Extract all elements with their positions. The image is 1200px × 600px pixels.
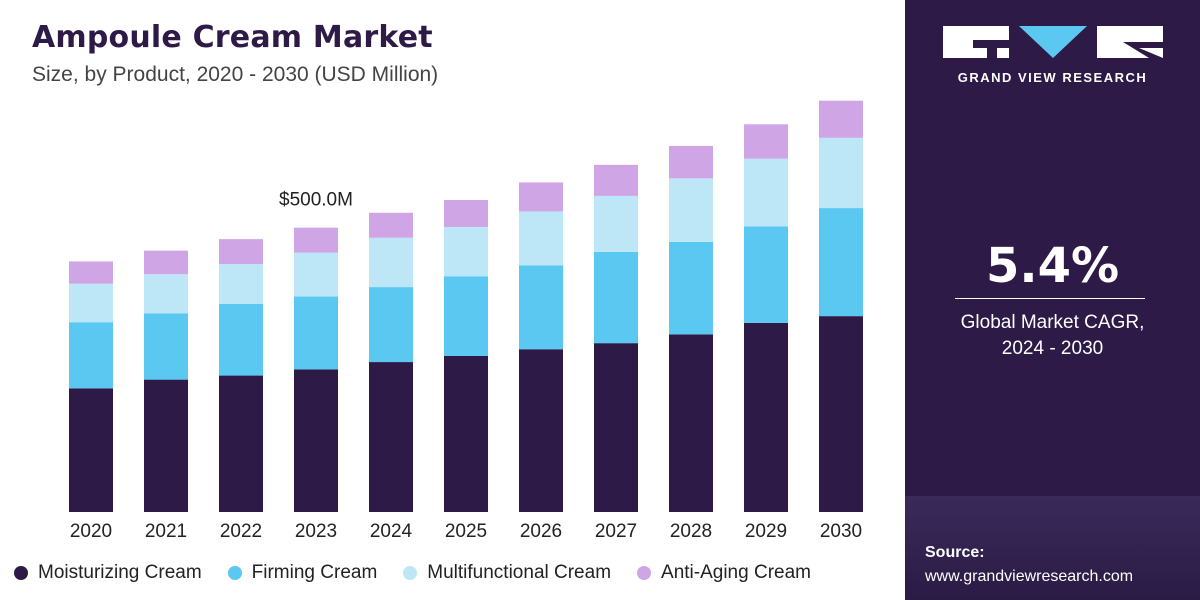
bar-segment-moisturizing-cream-2027 [594, 343, 638, 512]
x-tick-label-2029: 2029 [745, 521, 787, 542]
bar-segment-anti-aging-cream-2026 [519, 182, 563, 212]
brand-name: GRAND VIEW RESEARCH [957, 70, 1148, 85]
legend-item-moisturizing-cream: Moisturizing Cream [14, 562, 202, 584]
bar-segment-multifunctional-cream-2028 [669, 178, 713, 242]
source-label: Source: [925, 544, 985, 561]
legend-swatch-icon [637, 566, 652, 580]
bar-segment-firming-cream-2024 [369, 287, 413, 363]
bar-segment-anti-aging-cream-2025 [444, 199, 488, 227]
bar-segment-firming-cream-2029 [744, 226, 788, 323]
cagr-label-line1: Global Market CAGR, [960, 312, 1145, 333]
bar-segment-firming-cream-2030 [819, 208, 863, 317]
cagr-divider [955, 298, 1145, 299]
bar-segment-multifunctional-cream-2029 [744, 158, 788, 227]
source-url[interactable]: www.grandviewresearch.com [925, 568, 1134, 585]
bar-segment-multifunctional-cream-2025 [444, 226, 488, 277]
bar-segment-anti-aging-cream-2027 [594, 164, 638, 196]
legend-swatch-icon [14, 566, 28, 580]
cagr-label: Global Market CAGR, 2024 - 2030 [905, 310, 1200, 362]
bar-segment-moisturizing-cream-2028 [669, 334, 713, 512]
legend-item-anti-aging-cream: Anti-Aging Cream [637, 562, 811, 584]
legend-swatch-icon [403, 566, 418, 580]
x-tick-label-2021: 2021 [145, 521, 187, 542]
x-tick-label-2026: 2026 [520, 521, 562, 542]
bar-segment-anti-aging-cream-2029 [744, 124, 788, 159]
bar-segment-firming-cream-2025 [444, 276, 488, 356]
bar-segment-multifunctional-cream-2027 [594, 195, 638, 252]
bar-segment-multifunctional-cream-2030 [819, 137, 863, 209]
bar-segment-firming-cream-2028 [669, 241, 713, 335]
chart-panel: Ampoule Cream Market Size, by Product, 2… [14, 20, 863, 584]
legend-label: Moisturizing Cream [38, 562, 202, 583]
bar-segment-anti-aging-cream-2020 [69, 261, 113, 284]
bar-segment-anti-aging-cream-2021 [144, 250, 188, 275]
bar-segment-moisturizing-cream-2024 [369, 362, 413, 512]
x-tick-label-2025: 2025 [445, 521, 487, 542]
bar-segment-moisturizing-cream-2022 [219, 375, 263, 512]
bar-segment-moisturizing-cream-2030 [819, 316, 863, 512]
source-background [905, 496, 1200, 600]
legend-item-firming-cream: Firming Cream [227, 562, 378, 584]
gvr-logo-icon [943, 26, 1163, 58]
data-label-2023: $500.0M [279, 190, 353, 211]
bar-segment-moisturizing-cream-2029 [744, 322, 788, 512]
bar-segment-firming-cream-2021 [144, 313, 188, 380]
chart-legend: Moisturizing Cream Firming Cream Multifunc… [14, 562, 837, 584]
chart-title: Ampoule Cream Market [32, 20, 433, 55]
bar-segment-anti-aging-cream-2023 [294, 227, 338, 253]
legend-item-multifunctional-cream: Multifunctional Cream [403, 562, 611, 584]
bar-segment-firming-cream-2027 [594, 251, 638, 344]
stacked-bar-chart: 2020 2021 2022 2023 2024 2025 2026 2027 2028 2029… [69, 100, 863, 542]
bar-segment-multifunctional-cream-2026 [519, 211, 563, 266]
bar-segment-multifunctional-cream-2021 [144, 274, 188, 314]
cagr-label-line2: 2024 - 2030 [1001, 338, 1104, 359]
bar-segment-moisturizing-cream-2023 [294, 369, 338, 512]
bar-segment-firming-cream-2026 [519, 265, 563, 350]
bar-segment-moisturizing-cream-2025 [444, 355, 488, 512]
bar-segment-moisturizing-cream-2020 [69, 388, 113, 512]
bar-segment-anti-aging-cream-2028 [669, 145, 713, 179]
bar-segment-multifunctional-cream-2024 [369, 237, 413, 288]
x-tick-label-2030: 2030 [820, 521, 862, 542]
legend-label: Multifunctional Cream [427, 562, 612, 583]
bar-segment-anti-aging-cream-2024 [369, 212, 413, 238]
bar-segment-anti-aging-cream-2022 [219, 239, 263, 265]
legend-label: Anti-Aging Cream [661, 562, 811, 583]
bar-segment-multifunctional-cream-2020 [69, 283, 113, 323]
bar-segment-firming-cream-2020 [69, 322, 113, 389]
info-sidebar: GRAND VIEW RESEARCH 5.4% Global Market C… [905, 0, 1200, 600]
x-tick-label-2022: 2022 [220, 521, 262, 542]
x-tick-label-2024: 2024 [370, 521, 413, 542]
x-tick-label-2023: 2023 [295, 521, 337, 542]
x-tick-label-2027: 2027 [595, 521, 637, 542]
x-tick-label-2028: 2028 [670, 521, 712, 542]
bar-segment-multifunctional-cream-2022 [219, 264, 263, 304]
chart-subtitle: Size, by Product, 2020 - 2030 (USD Milli… [32, 63, 439, 86]
bar-segment-anti-aging-cream-2030 [819, 100, 863, 138]
bar-segment-multifunctional-cream-2023 [294, 252, 338, 297]
legend-swatch-icon [227, 566, 242, 580]
bar-segment-firming-cream-2023 [294, 296, 338, 370]
legend-label: Firming Cream [251, 562, 378, 583]
bar-segment-moisturizing-cream-2021 [144, 379, 188, 512]
x-tick-label-2020: 2020 [70, 521, 112, 542]
cagr-value: 5.4% [985, 238, 1120, 294]
bar-segment-firming-cream-2022 [219, 303, 263, 376]
bar-segment-moisturizing-cream-2026 [519, 349, 563, 512]
